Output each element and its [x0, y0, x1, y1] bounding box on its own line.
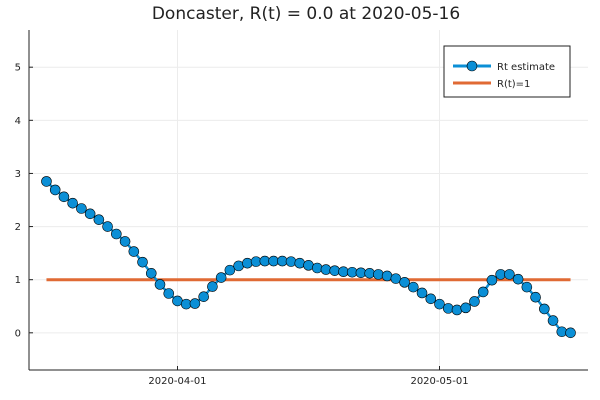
chart-title: Doncaster, R(t) = 0.0 at 2020-05-16 — [152, 4, 460, 24]
data-point-rt — [460, 302, 472, 314]
axes — [28, 30, 588, 371]
data-point-rt — [49, 184, 61, 196]
data-point-rt — [521, 281, 533, 293]
data-point-rt — [154, 279, 166, 290]
x-tick-label: 2020-05-01 — [410, 376, 468, 387]
data-point-rt — [233, 260, 244, 272]
legend-box — [443, 45, 571, 98]
y-tick-label: 3 — [15, 169, 21, 180]
data-point-rt — [434, 298, 445, 310]
data-point-rt — [189, 298, 201, 309]
data-point-rt — [364, 268, 375, 279]
data-point-rt — [477, 286, 489, 298]
y-tick-label: 5 — [15, 63, 21, 74]
data-point-rt — [373, 269, 384, 280]
data-point-rt — [242, 257, 253, 269]
data-point-rt — [128, 246, 140, 257]
y-tick-label: 2 — [15, 222, 21, 233]
data-point-rt — [469, 296, 480, 307]
data-point-rt — [512, 273, 524, 285]
data-point-rt — [294, 257, 306, 269]
data-point-rt — [539, 303, 550, 315]
data-point-rt — [547, 315, 559, 326]
legend-marker-rt — [466, 60, 478, 72]
data-point-rt — [145, 268, 157, 279]
data-point-rt — [76, 203, 87, 214]
data-point-rt — [224, 264, 236, 276]
y-tick-label: 4 — [15, 116, 21, 127]
data-point-rt — [311, 262, 323, 274]
data-point-rt — [329, 265, 341, 276]
data-point-rt — [163, 288, 175, 299]
data-point-rt — [84, 208, 96, 220]
y-tick-label: 1 — [15, 275, 21, 286]
data-point-rt — [303, 260, 314, 271]
data-point-rt — [320, 264, 332, 275]
data-point-rt — [93, 214, 105, 225]
data-point-rt — [486, 274, 498, 286]
data-point-rt — [67, 197, 78, 209]
data-point-rt — [198, 291, 209, 302]
data-point-rt — [556, 326, 568, 338]
data-point-rt — [530, 291, 541, 303]
data-point-rt — [102, 221, 113, 232]
legend-label-threshold: R(t)=1 — [497, 79, 530, 90]
data-point-rt — [215, 272, 227, 283]
plot-area — [41, 176, 576, 339]
data-point-rt — [285, 256, 297, 267]
legend: Rt estimate R(t)=1 — [443, 45, 571, 98]
data-point-rt — [41, 176, 52, 187]
data-point-rt — [408, 281, 419, 293]
tick-labels: 0 1 2 3 4 5 2020-04-01 2020-05-01 — [15, 63, 469, 387]
data-point-rt — [119, 236, 131, 247]
data-point-rt — [425, 293, 437, 305]
data-point-rt — [207, 281, 218, 292]
data-point-rt — [504, 269, 515, 280]
data-point-rt — [416, 287, 428, 299]
y-tick-label: 0 — [15, 328, 21, 339]
data-point-rt — [381, 270, 393, 282]
x-tick-label: 2020-04-01 — [148, 376, 206, 387]
data-point-rt — [451, 304, 463, 316]
legend-label-rt: Rt estimate — [497, 62, 555, 73]
data-point-rt — [111, 228, 122, 240]
data-point-rt — [137, 256, 148, 268]
data-point-rt — [442, 303, 454, 314]
series-line-rt — [45, 180, 571, 335]
data-point-rt — [58, 191, 70, 203]
data-point-rt — [399, 277, 410, 288]
data-point-rt — [565, 327, 576, 339]
